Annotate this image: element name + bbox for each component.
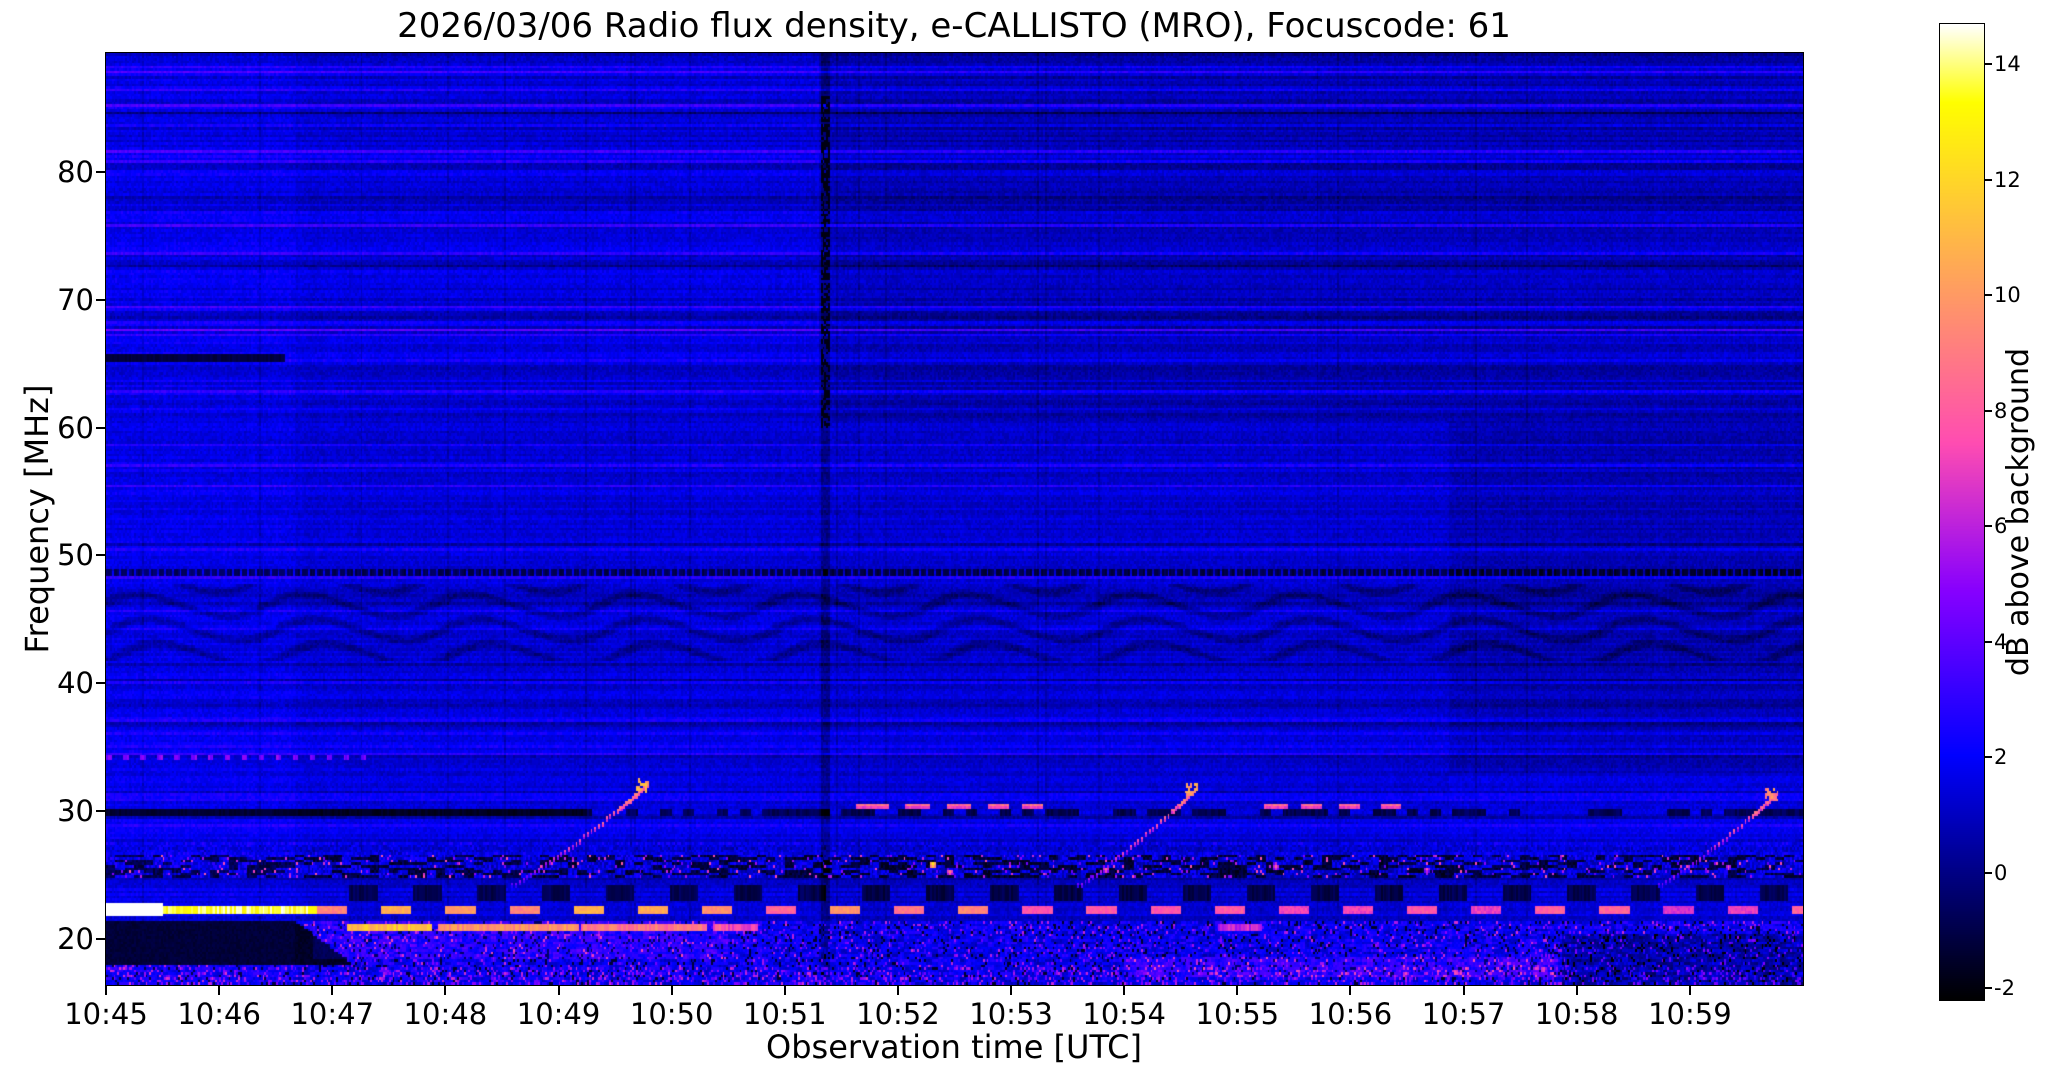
y-tick-mark <box>96 810 105 813</box>
colorbar-tick-label: 8 <box>1994 398 2008 423</box>
x-tick-mark <box>105 986 107 995</box>
x-tick-label: 10:58 <box>1534 997 1619 1031</box>
y-tick-label: 70 <box>57 282 94 317</box>
y-tick-mark <box>96 937 105 940</box>
chart-title: 2026/03/06 Radio flux density, e-CALLIST… <box>397 6 1511 46</box>
y-tick-label: 80 <box>57 154 94 189</box>
colorbar-tick-mark <box>1984 756 1992 759</box>
x-tick-mark <box>1236 986 1239 995</box>
x-tick-label: 10:46 <box>177 997 261 1031</box>
y-tick-label: 40 <box>57 666 94 701</box>
x-tick-label: 10:54 <box>1082 997 1166 1031</box>
colorbar-tick-label: 6 <box>1994 514 2008 539</box>
x-tick-label: 10:51 <box>743 997 827 1031</box>
colorbar-tick-label: 14 <box>1994 52 2021 77</box>
colorbar-tick-mark <box>1984 871 1992 874</box>
colorbar-tick-label: 10 <box>1994 283 2021 308</box>
x-tick-mark <box>218 986 221 995</box>
x-tick-mark <box>1688 986 1691 995</box>
x-tick-mark <box>1010 986 1013 995</box>
x-tick-mark <box>1575 986 1578 995</box>
colorbar-tick-label: 4 <box>1994 629 2008 654</box>
x-tick-label: 10:52 <box>856 997 940 1031</box>
x-tick-label: 10:59 <box>1648 997 1732 1031</box>
y-tick-mark <box>96 554 105 557</box>
x-tick-label: 10:49 <box>516 997 601 1031</box>
x-tick-mark <box>783 986 786 995</box>
x-tick-label: 10:57 <box>1421 997 1506 1031</box>
x-tick-mark <box>444 986 447 995</box>
x-tick-mark <box>896 986 899 995</box>
colorbar-tick-label: 2 <box>1994 745 2008 770</box>
x-tick-mark <box>1123 986 1126 995</box>
colorbar-tick-mark <box>1984 178 1992 181</box>
x-tick-label: 10:48 <box>403 997 488 1031</box>
y-tick-label: 20 <box>57 921 94 956</box>
colorbar-canvas <box>1939 23 1985 1001</box>
colorbar-tick-label: 0 <box>1994 860 2008 885</box>
x-tick-mark <box>1462 986 1465 995</box>
colorbar-tick-label: -2 <box>1994 976 2015 1001</box>
x-tick-label: 10:45 <box>64 997 148 1031</box>
colorbar-tick-mark <box>1984 640 1992 643</box>
y-tick-mark <box>96 426 105 429</box>
y-tick-mark <box>96 682 105 685</box>
x-tick-mark <box>331 986 334 995</box>
y-tick-label: 50 <box>57 538 94 573</box>
x-tick-label: 10:55 <box>1195 997 1280 1031</box>
x-tick-mark <box>670 986 673 995</box>
x-tick-label: 10:56 <box>1308 997 1393 1031</box>
colorbar-tick-mark <box>1984 294 1992 297</box>
colorbar-tick-label: 12 <box>1994 167 2021 192</box>
x-tick-label: 10:50 <box>629 997 714 1031</box>
colorbar-tick-mark <box>1984 987 1992 990</box>
y-tick-label: 30 <box>57 794 94 829</box>
x-tick-mark <box>1349 986 1352 995</box>
y-tick-label: 60 <box>57 410 94 445</box>
x-tick-mark <box>557 986 560 995</box>
spectrogram-canvas <box>105 52 1804 986</box>
x-tick-label: 10:53 <box>969 997 1053 1031</box>
colorbar-label: dB above background <box>2001 347 2036 677</box>
y-tick-mark <box>96 170 105 173</box>
x-tick-label: 10:47 <box>290 997 375 1031</box>
colorbar-tick-mark <box>1984 63 1992 66</box>
y-tick-mark <box>96 298 105 301</box>
colorbar-tick-mark <box>1984 525 1992 528</box>
x-axis-label: Observation time [UTC] <box>766 1028 1142 1066</box>
colorbar-tick-mark <box>1984 409 1992 412</box>
